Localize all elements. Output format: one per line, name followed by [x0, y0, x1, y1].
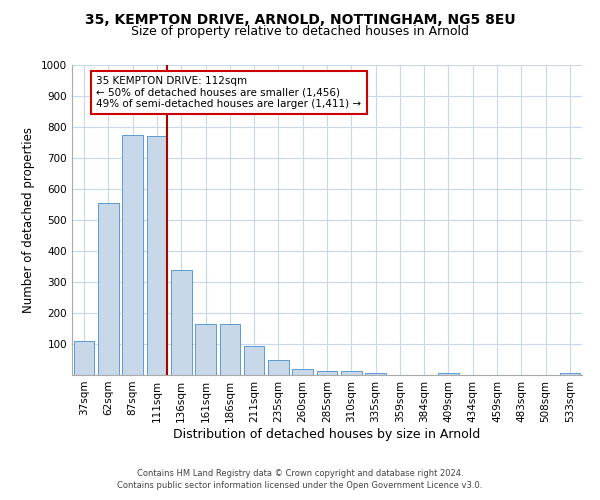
Text: Size of property relative to detached houses in Arnold: Size of property relative to detached ho…: [131, 25, 469, 38]
Bar: [195, 324, 216, 375]
Bar: [317, 372, 337, 375]
Bar: [220, 324, 240, 375]
Bar: [98, 203, 119, 375]
Bar: [268, 360, 289, 375]
Text: Contains HM Land Registry data © Crown copyright and database right 2024.
Contai: Contains HM Land Registry data © Crown c…: [118, 468, 482, 490]
Bar: [560, 373, 580, 375]
X-axis label: Distribution of detached houses by size in Arnold: Distribution of detached houses by size …: [173, 428, 481, 440]
Text: 35, KEMPTON DRIVE, ARNOLD, NOTTINGHAM, NG5 8EU: 35, KEMPTON DRIVE, ARNOLD, NOTTINGHAM, N…: [85, 12, 515, 26]
Bar: [146, 136, 167, 375]
Y-axis label: Number of detached properties: Number of detached properties: [22, 127, 35, 313]
Bar: [365, 372, 386, 375]
Text: 35 KEMPTON DRIVE: 112sqm
← 50% of detached houses are smaller (1,456)
49% of sem: 35 KEMPTON DRIVE: 112sqm ← 50% of detach…: [96, 76, 361, 109]
Bar: [244, 346, 265, 375]
Bar: [292, 370, 313, 375]
Bar: [171, 270, 191, 375]
Bar: [341, 372, 362, 375]
Bar: [438, 373, 459, 375]
Bar: [74, 341, 94, 375]
Bar: [122, 134, 143, 375]
